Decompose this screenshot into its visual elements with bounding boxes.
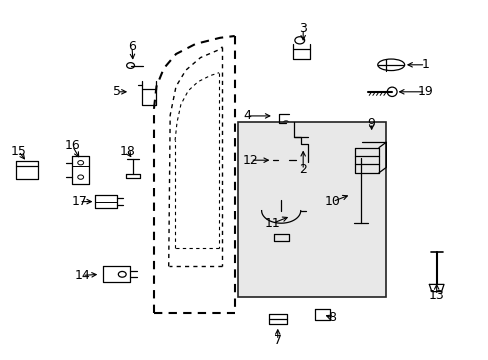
Text: 17: 17	[71, 195, 87, 208]
Text: 12: 12	[242, 154, 258, 167]
Text: 16: 16	[64, 139, 80, 152]
Bar	[238, 122, 386, 297]
Text: 19: 19	[417, 85, 432, 98]
Text: 5: 5	[113, 85, 121, 98]
Text: 3: 3	[299, 22, 306, 35]
Text: 13: 13	[428, 289, 444, 302]
Text: 11: 11	[264, 217, 280, 230]
Text: 14: 14	[74, 269, 90, 282]
Text: 15: 15	[11, 145, 26, 158]
Text: 2: 2	[299, 163, 306, 176]
Text: 8: 8	[328, 311, 336, 324]
Text: 1: 1	[421, 58, 428, 71]
Text: 4: 4	[243, 109, 250, 122]
Text: 7: 7	[273, 334, 281, 347]
Text: 6: 6	[128, 40, 136, 53]
Text: 18: 18	[119, 145, 135, 158]
Text: 9: 9	[367, 117, 375, 130]
Text: 10: 10	[324, 195, 340, 208]
